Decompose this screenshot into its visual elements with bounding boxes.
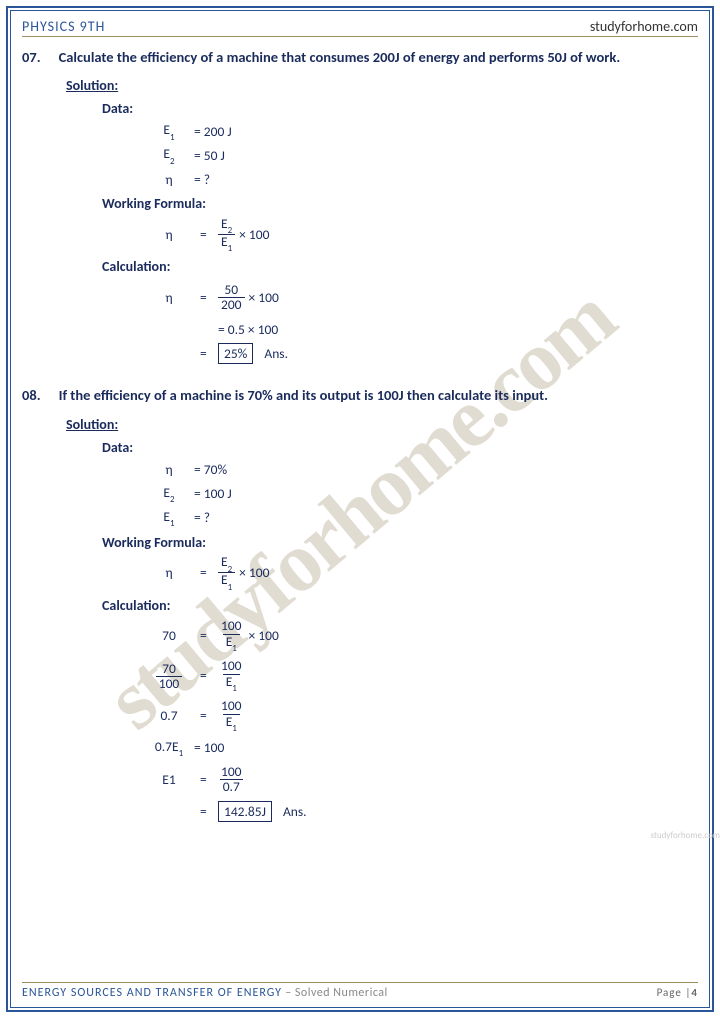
fraction: 100 E1 (218, 699, 245, 731)
calc-row-3: 0.7 = 100 E1 (144, 696, 698, 736)
question-text: Calculate the efficiency of a machine th… (59, 47, 698, 67)
fraction-lhs: 70 100 (156, 662, 183, 691)
mult: × 100 (249, 289, 279, 306)
problem-08: 08. If the efficiency of a machine is 70… (22, 385, 698, 823)
calc-row-2: = 0.5 × 100 (144, 317, 698, 341)
equals: = (194, 627, 218, 644)
problem-07: 07. Calculate the efficiency of a machin… (22, 47, 698, 365)
val: = 70% (194, 461, 227, 478)
footer-left: ENERGY SOURCES AND TRANSFER OF ENERGY – … (22, 986, 388, 1000)
mult: × 100 (239, 564, 269, 581)
formula-heading: Working Formula: (102, 534, 698, 551)
calc-row-5: E1 = 100 0.7 (144, 760, 698, 800)
question-row: 07. Calculate the efficiency of a machin… (22, 47, 698, 67)
fraction: 100 0.7 (218, 765, 245, 794)
solution-body: Solution: Data: η = 70% E2 = 100 J E1 = … (66, 416, 698, 824)
val: = 0.5 × 100 (218, 321, 278, 338)
equals: = (194, 289, 218, 306)
ans-label: Ans. (283, 803, 307, 820)
data-eta: η = 70% (144, 458, 698, 482)
lhs: E1 (144, 771, 194, 788)
calculation-heading: Calculation: (102, 258, 698, 275)
footer-page: Page |4 (657, 986, 698, 999)
fraction: 50 200 (218, 283, 245, 312)
lhs: 70 (144, 627, 194, 644)
sub: 1 (170, 132, 175, 143)
boxed-answer: 25% (218, 343, 253, 364)
page-header: PHYSICS 9TH studyforhome.com (22, 18, 698, 37)
data-heading: Data: (102, 100, 698, 117)
lhs: 0.7 (144, 707, 194, 724)
sym: η (144, 171, 194, 188)
calc-row-3: = 25% Ans. (144, 341, 698, 365)
solution-heading: Solution: (66, 77, 698, 94)
footer-chapter: ENERGY SOURCES AND TRANSFER OF ENERGY (22, 986, 282, 1000)
solution-body: Solution: Data: E1 = 200 J E2 = 50 J η =… (66, 77, 698, 365)
equals: = (194, 345, 218, 362)
fraction-rhs: 100 E1 (218, 659, 245, 691)
page-content: PHYSICS 9TH studyforhome.com 07. Calcula… (22, 18, 698, 1000)
val: = 100 (194, 739, 224, 756)
mult: × 100 (239, 226, 269, 243)
val: = 100 J (194, 485, 232, 502)
equals: = (194, 771, 218, 788)
question-number: 07. (22, 47, 41, 67)
solution-heading: Solution: (66, 416, 698, 433)
fraction: E2 E1 (218, 555, 235, 590)
data-e2: E2 = 100 J (144, 482, 698, 506)
question-number: 08. (22, 385, 41, 405)
val: = 200 J (194, 123, 232, 140)
formula-row: η = E2 E1 × 100 (144, 553, 698, 593)
calc-row-6: = 142.85J Ans. (144, 800, 698, 824)
calc-row-2: 70 100 = 100 E1 (144, 656, 698, 696)
ans-label: Ans. (264, 345, 288, 362)
boxed-answer: 142.85J (218, 801, 272, 822)
calc-row-4: 0.7E1 = 100 (144, 736, 698, 760)
fraction: E2 E1 (218, 217, 235, 252)
equals: = (194, 564, 218, 581)
lhs: η (144, 564, 194, 581)
data-eta: η = ? (144, 167, 698, 191)
equals: = (194, 803, 218, 820)
lhs: η (144, 289, 194, 306)
calculation-heading: Calculation: (102, 597, 698, 614)
val: = ? (194, 509, 210, 526)
calc-row-1: η = 50 200 × 100 (144, 277, 698, 317)
val: = 50 J (194, 147, 225, 164)
header-subject: PHYSICS 9TH (22, 18, 105, 35)
fraction: 100 E1 (218, 619, 245, 651)
footer-subtitle: – Solved Numerical (282, 986, 388, 1000)
lhs: η (144, 226, 194, 243)
sub: 2 (170, 156, 175, 167)
mult: × 100 (249, 627, 279, 644)
formula-heading: Working Formula: (102, 195, 698, 212)
equals: = (194, 707, 218, 724)
formula-row: η = E2 E1 × 100 (144, 214, 698, 254)
data-heading: Data: (102, 439, 698, 456)
header-site: studyforhome.com (590, 18, 698, 35)
data-e2: E2 = 50 J (144, 143, 698, 167)
calc-row-1: 70 = 100 E1 × 100 (144, 616, 698, 656)
page-footer: ENERGY SOURCES AND TRANSFER OF ENERGY – … (22, 982, 698, 1000)
data-e1: E1 = ? (144, 506, 698, 530)
val: = ? (194, 171, 210, 188)
question-row: 08. If the efficiency of a machine is 70… (22, 385, 698, 405)
equals: = (194, 667, 218, 684)
sym: η (144, 461, 194, 478)
data-e1: E1 = 200 J (144, 119, 698, 143)
question-text: If the efficiency of a machine is 70% an… (59, 385, 698, 405)
equals: = (194, 226, 218, 243)
